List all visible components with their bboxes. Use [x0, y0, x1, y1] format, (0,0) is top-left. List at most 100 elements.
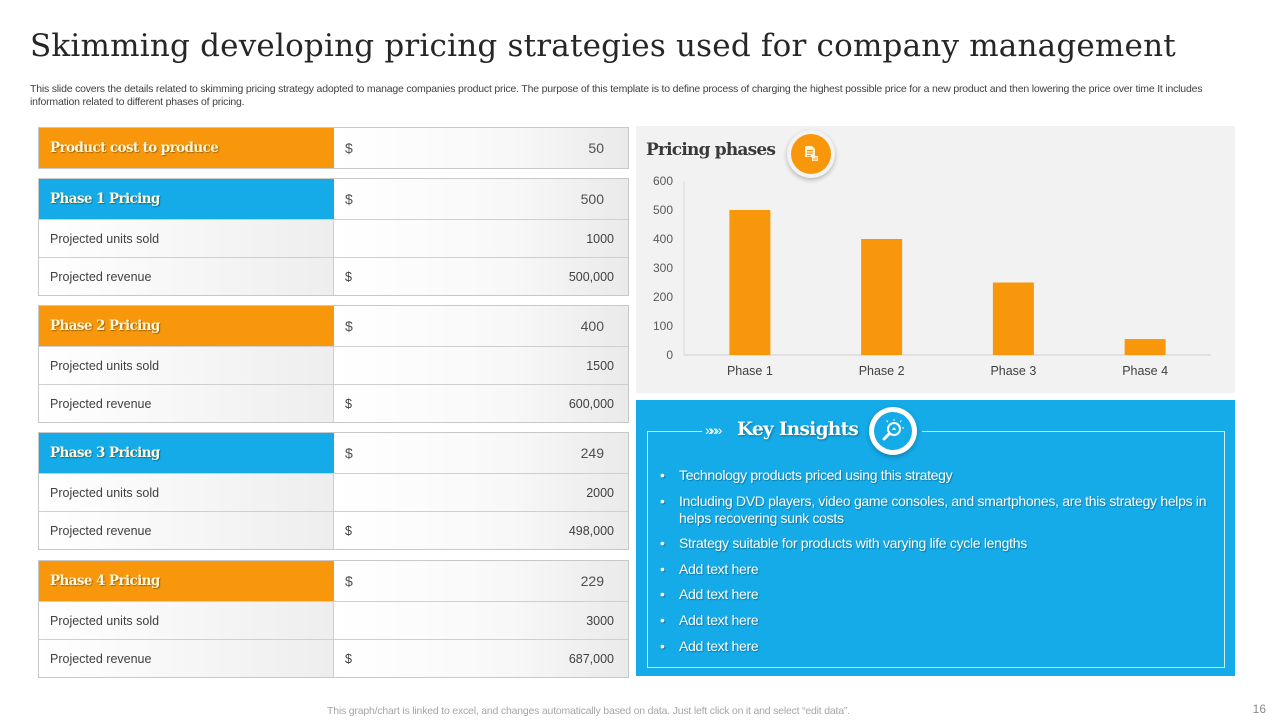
chart-title: Pricing phases — [646, 140, 776, 160]
table-row: Projected revenue $ 500,000 — [39, 257, 628, 295]
bar-phase-2 — [861, 239, 903, 355]
units-value: 1000 — [586, 231, 614, 246]
bar-phase-1 — [729, 210, 771, 355]
x-tick-label: Phase 2 — [859, 364, 905, 378]
bar-phase-3 — [992, 282, 1034, 355]
units-cell: 2000 — [334, 474, 628, 511]
table-row: Phase 4 Pricing $ 229 — [39, 561, 628, 601]
phase-price: 400 — [580, 318, 604, 334]
list-item: • Add text here — [658, 612, 1218, 629]
product-cost-table: Product cost to produce $ 50 — [38, 127, 629, 169]
table-row: Projected units sold 2000 — [39, 473, 628, 511]
list-item: • Add text here — [658, 638, 1218, 655]
insight-text: Add text here — [679, 611, 759, 628]
list-item: • Including DVD players, video game conso… — [658, 493, 1218, 527]
currency-symbol: $ — [345, 523, 352, 538]
table-row: Projected revenue $ 600,000 — [39, 384, 628, 422]
units-label: Projected units sold — [39, 602, 334, 639]
x-tick-label: Phase 3 — [990, 364, 1036, 378]
product-cost-value-cell: $ 50 — [334, 128, 628, 168]
y-tick-label: 400 — [653, 232, 673, 246]
revenue-label: Projected revenue — [39, 512, 334, 549]
units-label: Projected units sold — [39, 220, 334, 257]
product-cost-label: Product cost to produce — [39, 128, 334, 168]
bar-chart[interactable]: 0 100 200 300 400 500 600 Phase 1 Phase 2 Phase 3… — [636, 126, 1235, 393]
revenue-value: 500,000 — [568, 269, 614, 284]
table-row: Projected units sold 1000 — [39, 219, 628, 257]
table-row: Projected units sold 3000 — [39, 601, 628, 639]
table-row: Projected revenue $ 498,000 — [39, 511, 628, 549]
units-value: 1500 — [586, 358, 614, 373]
table-row: Phase 2 Pricing $ 400 — [39, 306, 628, 346]
phase-4-table: Phase 4 Pricing $ 229 Projected units so… — [38, 560, 629, 678]
insight-text: Add text here — [679, 586, 759, 603]
units-label: Projected units sold — [39, 474, 334, 511]
slide-subtitle: This slide covers the details related to… — [30, 83, 1203, 108]
currency-symbol: $ — [345, 573, 353, 589]
units-value: 3000 — [586, 613, 614, 628]
phase-price-cell: $ 229 — [334, 561, 628, 601]
insight-text: Add text here — [679, 637, 759, 654]
pricing-phases-chart-panel[interactable]: 0 100 200 300 400 500 600 Phase 1 Phase 2 Phase 3… — [636, 126, 1235, 393]
phase-price: 229 — [580, 573, 604, 589]
y-tick-label: 0 — [666, 348, 673, 362]
currency-symbol: $ — [345, 318, 353, 334]
units-cell: 1500 — [334, 347, 628, 384]
list-item: • Strategy suitable for products with var… — [658, 535, 1218, 552]
x-tick-label: Phase 4 — [1122, 364, 1168, 378]
magnifier-bulb-icon — [869, 407, 917, 455]
insights-frame — [647, 431, 1225, 668]
x-tick-label: Phase 1 — [727, 364, 773, 378]
bullet-icon: • — [660, 467, 665, 483]
bullet-icon: • — [660, 637, 665, 654]
phase-price: 500 — [580, 191, 604, 207]
bullet-icon: • — [660, 492, 665, 509]
y-tick-label: 600 — [653, 174, 673, 188]
units-label: Projected units sold — [39, 347, 334, 384]
revenue-cell: $ 500,000 — [334, 258, 628, 295]
slide-title: Skimming developing pricing strategies u… — [30, 28, 1176, 64]
insights-list: • Technology products priced using this s… — [658, 467, 1218, 663]
phase-3-table: Phase 3 Pricing $ 249 Projected units so… — [38, 432, 629, 550]
revenue-cell: $ 687,000 — [334, 640, 628, 677]
revenue-cell: $ 498,000 — [334, 512, 628, 549]
bullet-icon: • — [660, 535, 665, 552]
bullet-icon: • — [660, 586, 665, 603]
chevrons-icon: »»» — [705, 422, 722, 438]
insight-text: Add text here — [679, 560, 759, 577]
phase-1-table: Phase 1 Pricing $ 500 Projected units so… — [38, 178, 629, 296]
revenue-label: Projected revenue — [39, 258, 334, 295]
table-row: Projected units sold 1500 — [39, 346, 628, 384]
table-row: Phase 3 Pricing $ 249 — [39, 433, 628, 473]
units-value: 2000 — [586, 485, 614, 500]
revenue-label: Projected revenue — [39, 385, 334, 422]
currency-symbol: $ — [345, 445, 353, 461]
phase-label: Phase 2 Pricing — [39, 306, 334, 346]
list-item: • Add text here — [658, 586, 1218, 603]
document-chart-icon — [787, 130, 835, 178]
phase-label: Phase 1 Pricing — [39, 179, 334, 219]
table-row: Phase 1 Pricing $ 500 — [39, 179, 628, 219]
revenue-value: 600,000 — [568, 396, 614, 411]
list-item: • Add text here — [658, 561, 1218, 578]
currency-symbol: $ — [345, 396, 352, 411]
revenue-value: 687,000 — [568, 651, 614, 666]
currency-symbol: $ — [345, 269, 352, 284]
table-row: Product cost to produce $ 50 — [39, 128, 628, 168]
footer-note: This graph/chart is linked to excel, and… — [327, 705, 850, 717]
key-insights-panel: »»» Key Insights • Technology products pr… — [636, 400, 1235, 676]
phase-label: Phase 3 Pricing — [39, 433, 334, 473]
units-cell: 3000 — [334, 602, 628, 639]
insight-text: Technology products priced using this st… — [679, 467, 953, 483]
phase-label: Phase 4 Pricing — [39, 561, 334, 601]
revenue-value: 498,000 — [568, 523, 614, 538]
currency-symbol: $ — [345, 651, 352, 666]
y-tick-label: 500 — [653, 203, 673, 217]
revenue-cell: $ 600,000 — [334, 385, 628, 422]
phase-price-cell: $ 249 — [334, 433, 628, 473]
insight-text: Strategy suitable for products with vary… — [679, 535, 1027, 552]
revenue-label: Projected revenue — [39, 640, 334, 677]
product-cost-value: 50 — [588, 140, 604, 156]
y-tick-label: 200 — [653, 290, 673, 304]
currency-symbol: $ — [345, 140, 353, 156]
